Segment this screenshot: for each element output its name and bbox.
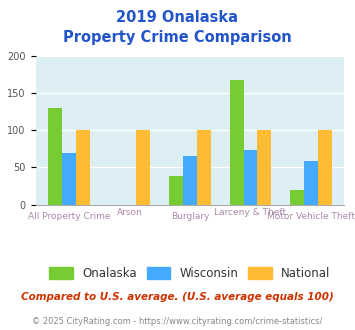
- Bar: [197, 130, 211, 205]
- Bar: [76, 130, 90, 205]
- Bar: [304, 161, 318, 205]
- Text: Larceny & Theft: Larceny & Theft: [214, 208, 286, 217]
- Bar: [318, 130, 332, 205]
- Bar: [244, 150, 257, 205]
- Bar: [169, 176, 183, 205]
- Legend: Onalaska, Wisconsin, National: Onalaska, Wisconsin, National: [49, 267, 331, 280]
- Bar: [136, 130, 150, 205]
- Text: Compared to U.S. average. (U.S. average equals 100): Compared to U.S. average. (U.S. average …: [21, 292, 334, 302]
- Text: © 2025 CityRating.com - https://www.cityrating.com/crime-statistics/: © 2025 CityRating.com - https://www.city…: [32, 317, 323, 326]
- Text: Property Crime Comparison: Property Crime Comparison: [63, 30, 292, 45]
- Text: 2019 Onalaska: 2019 Onalaska: [116, 10, 239, 25]
- Bar: [230, 80, 244, 205]
- Text: Arson: Arson: [116, 208, 142, 217]
- Text: Burglary: Burglary: [171, 212, 209, 221]
- Bar: [183, 156, 197, 205]
- Bar: [62, 152, 76, 205]
- Bar: [48, 108, 62, 205]
- Bar: [257, 130, 271, 205]
- Bar: [290, 190, 304, 205]
- Text: Motor Vehicle Theft: Motor Vehicle Theft: [267, 212, 355, 221]
- Text: All Property Crime: All Property Crime: [28, 212, 110, 221]
